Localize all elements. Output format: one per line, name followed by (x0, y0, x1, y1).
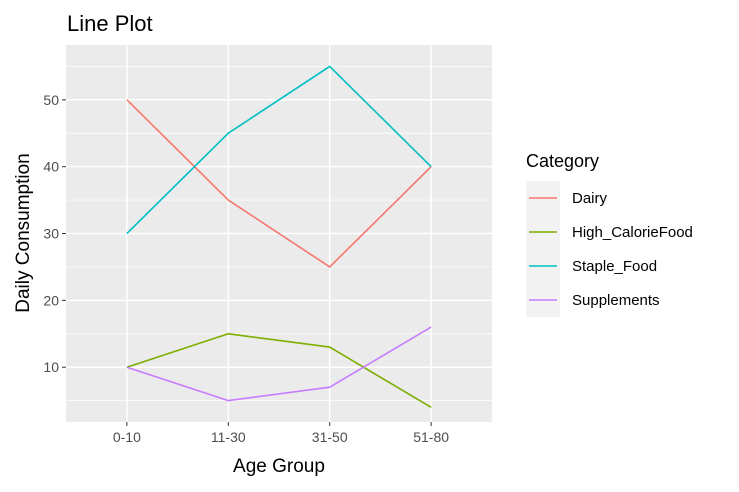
legend: Category Dairy High_CalorieFood Staple_Foo… (526, 151, 693, 317)
y-tick-label: 50 (43, 92, 59, 108)
x-tick-label: 0-10 (113, 429, 141, 445)
legend-items: Dairy High_CalorieFood Staple_Food Suppleme… (526, 181, 693, 317)
series-line-staple-food (126, 65, 432, 235)
series-line-supplements (126, 326, 432, 402)
y-axis-title: Daily Consumption (13, 153, 34, 312)
series-line-dairy (126, 99, 432, 268)
x-tick-label: 31-50 (312, 429, 348, 445)
x-tick-label: 11-30 (211, 429, 246, 445)
legend-label: Dairy (572, 190, 608, 207)
legend-label: Staple_Food (572, 258, 657, 275)
series-lines (126, 65, 432, 408)
y-tick-label: 30 (43, 226, 59, 242)
axes: 10 20 30 40 50 0-10 11-30 31-50 51-80 (43, 92, 449, 445)
y-tick-label: 10 (43, 359, 59, 375)
y-tick-label: 40 (43, 159, 59, 175)
legend-label: Supplements (572, 292, 660, 309)
legend-label: High_CalorieFood (572, 224, 693, 241)
chart-title: Line Plot (67, 11, 153, 36)
y-tick-label: 20 (43, 292, 59, 308)
legend-title: Category (526, 151, 599, 171)
series-line-high-caloriefood (126, 332, 432, 408)
x-axis-title: Age Group (233, 456, 325, 477)
x-tick-label: 51-80 (413, 429, 449, 445)
